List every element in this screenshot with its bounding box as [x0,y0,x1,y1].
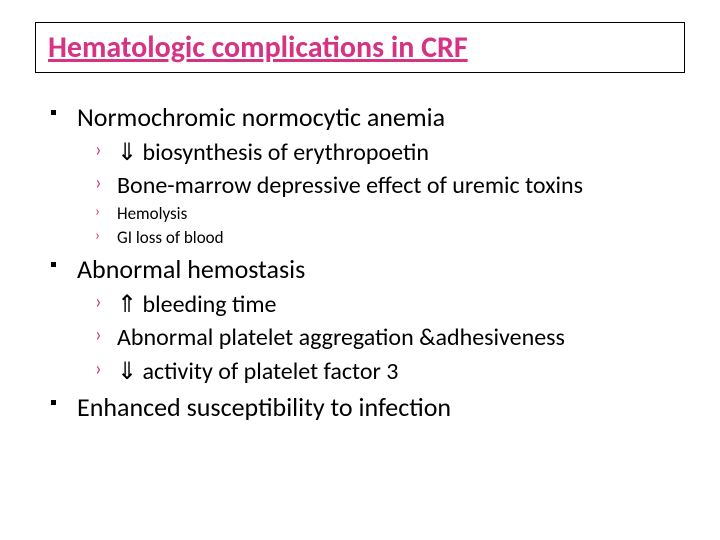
chevron-icon: › [95,137,102,163]
sub-text: ⇓ biosynthesis of erythropoetin [117,138,429,167]
bullet-icon [51,110,56,115]
item-text: Enhanced susceptibility to infection [77,391,685,425]
chevron-icon: › [95,356,102,382]
list-item: Abnormal hemostasis › ⇑ bleeding time › … [77,253,685,386]
list-item: Enhanced susceptibility to infection [77,391,685,425]
main-list: Normochromic normocytic anemia › ⇓ biosy… [35,101,685,425]
chevron-icon: › [95,170,102,196]
chevron-icon: › [95,289,102,315]
sub-text: ⇓ activity of platelet factor 3 [117,357,398,386]
item-text: Abnormal hemostasis [77,253,685,287]
title-container: Hematologic complications in CRF [35,22,685,73]
chevron-icon: › [95,322,102,348]
sub-list: › ⇑ bleeding time › Abnormal platelet ag… [77,289,685,387]
sub-text: GI loss of blood [117,227,224,248]
sub-text: Hemolysis [117,203,187,224]
sub-list: › ⇓ biosynthesis of erythropoetin › Bone… [77,137,685,250]
sub-text: ⇑ bleeding time [117,290,276,319]
sub-text: Abnormal platelet aggregation &adhesiven… [117,323,565,352]
sub-text: Bone-marrow depressive effect of uremic … [117,171,583,200]
sub-item: › ⇑ bleeding time [117,289,685,320]
sub-item-small: › GI loss of blood [117,227,685,249]
item-text: Normochromic normocytic anemia [77,101,685,135]
sub-item: › Bone-marrow depressive effect of uremi… [117,170,685,201]
sub-item: › ⇓ biosynthesis of erythropoetin [117,137,685,168]
sub-item-small: › Hemolysis [117,203,685,225]
chevron-icon: › [95,227,100,247]
bullet-icon [51,400,56,405]
slide-title: Hematologic complications in CRF [48,29,672,66]
sub-item: › Abnormal platelet aggregation &adhesiv… [117,322,685,353]
list-item: Normochromic normocytic anemia › ⇓ biosy… [77,101,685,249]
bullet-icon [51,262,56,267]
sub-item: › ⇓ activity of platelet factor 3 [117,356,685,387]
chevron-icon: › [95,203,100,223]
